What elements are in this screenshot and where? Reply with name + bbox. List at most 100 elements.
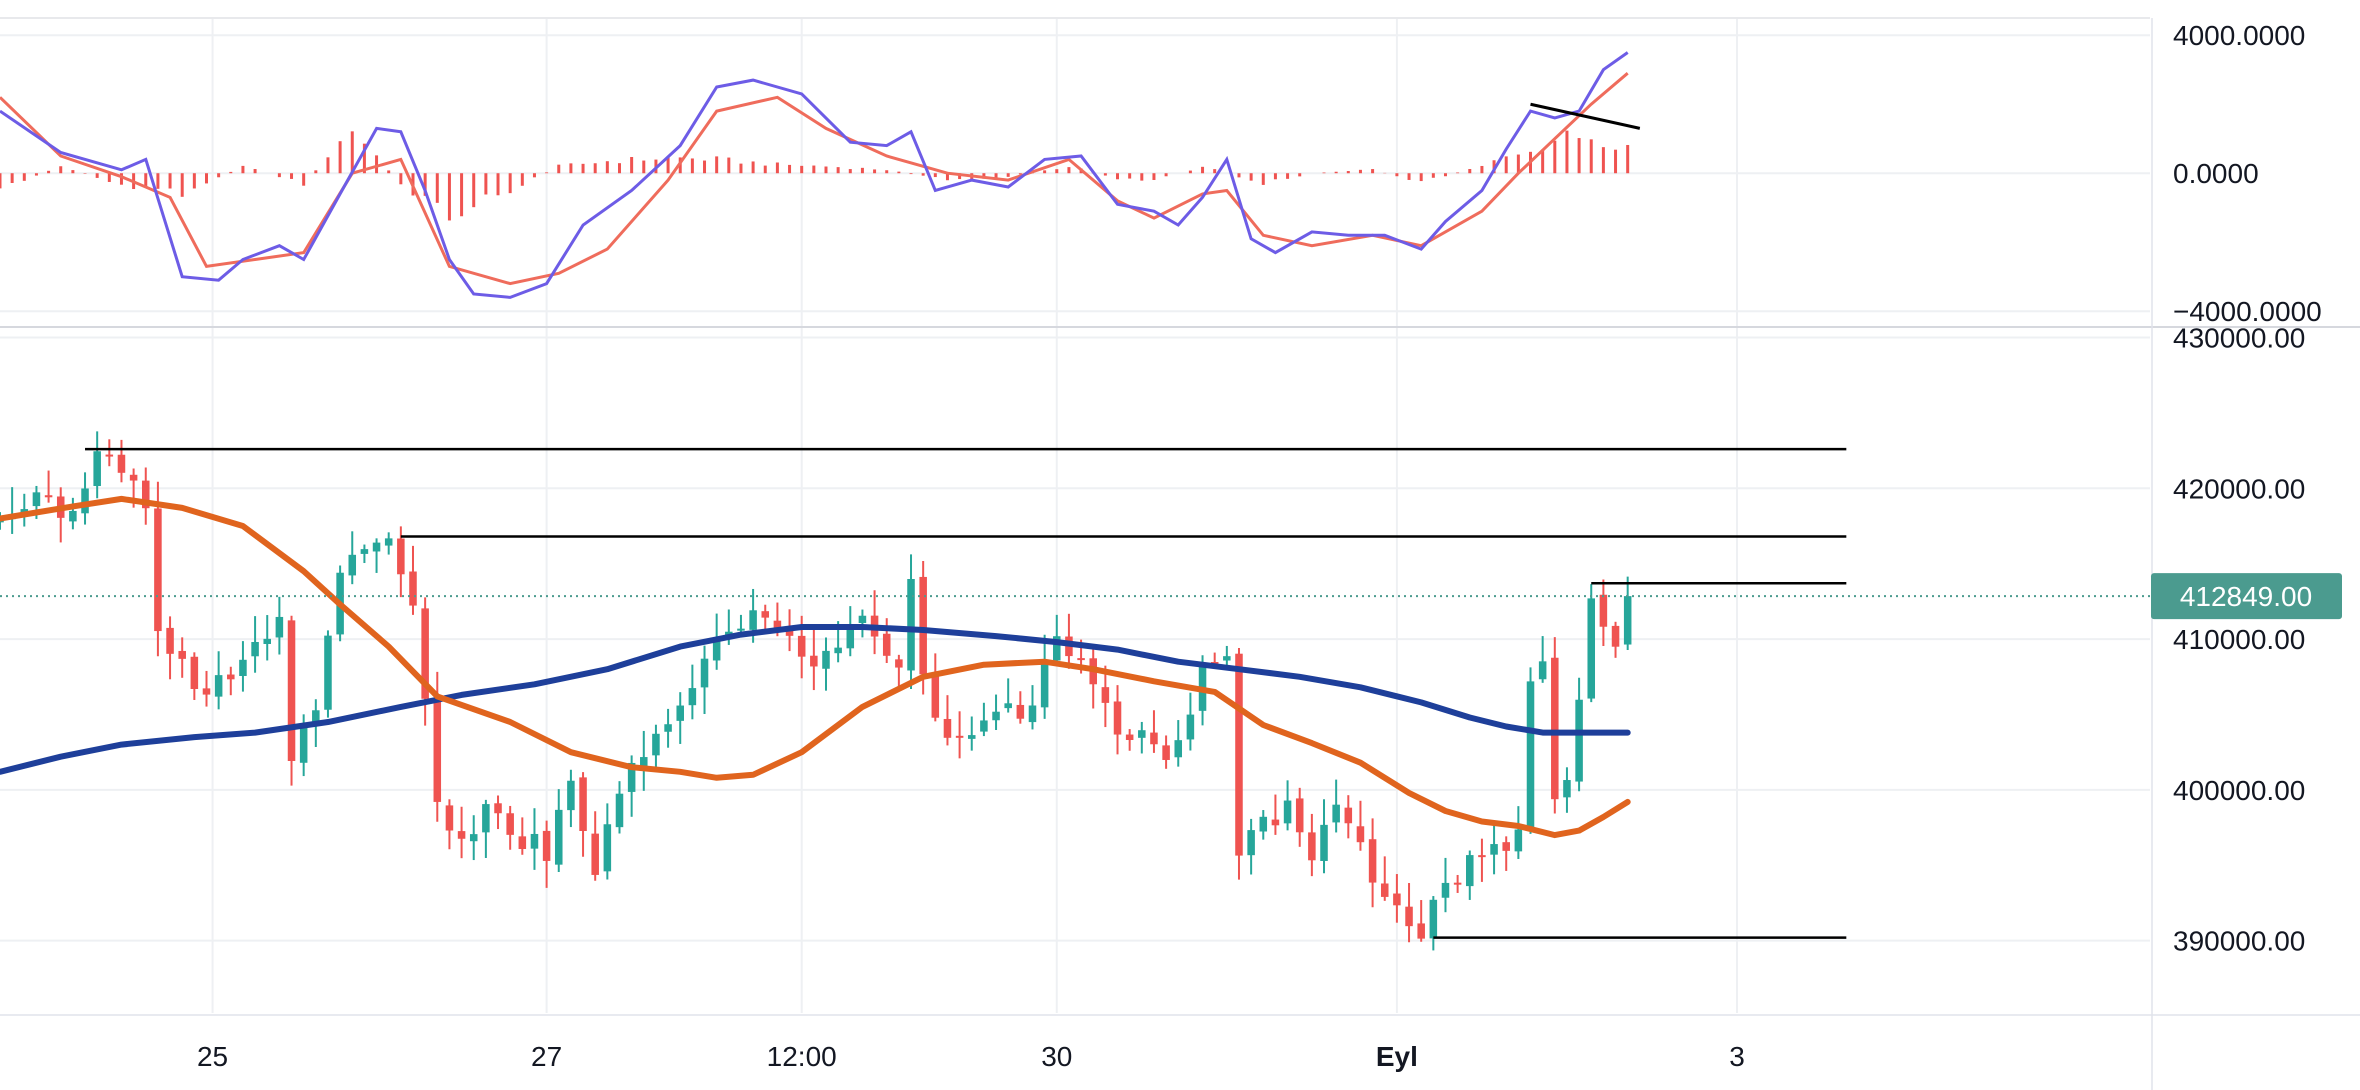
candle-body: [227, 674, 235, 680]
time-tick-label: 3: [1729, 1041, 1745, 1072]
candle-body: [542, 830, 551, 861]
macd-trendline[interactable]: [1530, 102, 1641, 130]
candle-body: [1405, 906, 1413, 927]
candle-body: [1016, 704, 1025, 719]
candle-body: [129, 474, 138, 481]
candle-body: [858, 615, 867, 624]
candle-body: [895, 659, 903, 668]
candle-body: [32, 492, 41, 507]
candle-body: [397, 538, 405, 575]
candle-body: [1320, 824, 1328, 861]
candle-body: [312, 710, 320, 726]
candle-body: [275, 616, 284, 638]
candle-body: [93, 451, 101, 487]
candle-body: [44, 495, 53, 498]
candle-body: [1235, 653, 1243, 856]
price-pane[interactable]: [0, 431, 2150, 951]
candle-body: [1247, 830, 1255, 856]
candle-body: [773, 620, 782, 630]
candle-body: [688, 688, 697, 706]
candle-body: [251, 641, 259, 657]
ma-slow-line: [0, 624, 1631, 775]
candle-body: [384, 538, 393, 546]
candle-body: [141, 480, 150, 509]
candle-body: [1575, 699, 1583, 782]
candle-body: [919, 576, 927, 675]
time-tick-label: 27: [531, 1041, 562, 1072]
candle-body: [239, 659, 247, 676]
candle-body: [117, 454, 126, 473]
candle-body: [676, 705, 684, 721]
macd-tick-label: 0.0000: [2173, 158, 2259, 189]
candle-body: [907, 578, 915, 671]
candle-body: [700, 658, 709, 688]
candle-body: [1599, 594, 1608, 627]
macd-histogram: [0, 130, 1630, 221]
candle-body: [664, 724, 672, 732]
candle-body: [1259, 816, 1268, 832]
candle-body: [421, 608, 429, 699]
candle-body: [797, 635, 806, 657]
macd-price-scale[interactable]: 4000.0000 0.0000 −4000.0000: [2173, 20, 2322, 327]
candle-body: [360, 549, 369, 554]
price-scale[interactable]: 430000.00 420000.00 410000.00 400000.00 3900…: [2173, 323, 2305, 957]
candle-body: [1623, 596, 1632, 645]
candle-body: [81, 488, 89, 514]
candle-body: [518, 836, 527, 849]
candle-body: [591, 833, 599, 875]
candle-body: [712, 639, 721, 661]
candle-body: [469, 834, 478, 842]
candle-body: [1526, 681, 1535, 828]
time-tick-label: Eyl: [1376, 1041, 1418, 1072]
horizontal-levels[interactable]: [85, 447, 1847, 939]
candle-body: [1466, 855, 1474, 887]
candle-body: [1186, 714, 1195, 740]
price-tick-label: 400000.00: [2173, 775, 2305, 806]
last-price-tag: 412849.00: [2151, 573, 2342, 620]
candle-body: [1210, 662, 1219, 665]
candle-body: [1356, 826, 1365, 843]
candle-body: [457, 831, 466, 839]
candle-body: [992, 711, 1000, 721]
candle-body: [1344, 807, 1353, 824]
time-tick-label: 12:00: [767, 1041, 837, 1072]
time-tick-label: 25: [197, 1041, 228, 1072]
candle-body: [190, 656, 199, 689]
candle-body: [1332, 804, 1340, 823]
macd-line: [0, 51, 1629, 299]
candle-body: [615, 793, 624, 828]
candle-body: [1453, 882, 1462, 885]
ma-fast-line: [0, 495, 1631, 839]
candle-body: [1113, 701, 1122, 735]
macd-pane[interactable]: [0, 51, 1641, 299]
candle-body: [287, 620, 296, 762]
candle-body: [1174, 740, 1183, 758]
price-tick-label: 430000.00: [2173, 323, 2305, 354]
candle-body: [433, 698, 442, 802]
candle-body: [1150, 732, 1158, 745]
candle-body: [263, 638, 271, 644]
candle-body: [1295, 798, 1304, 833]
candle-body: [737, 628, 745, 631]
candle-body: [749, 610, 757, 630]
candle-body: [967, 735, 976, 739]
candle-body: [943, 718, 952, 738]
candle-body: [1429, 899, 1438, 939]
last-price-badge: [2151, 573, 2342, 620]
macd-tick-label: −4000.0000: [2173, 296, 2322, 327]
candle-body: [980, 720, 988, 732]
candle-body: [482, 804, 490, 833]
candle-body: [1611, 625, 1620, 647]
last-price-label: 412849.00: [2180, 581, 2312, 612]
candle-body: [1490, 844, 1498, 855]
candle-body: [69, 510, 77, 522]
candle-body: [810, 655, 818, 667]
candle-body: [178, 650, 186, 659]
candle-body: [554, 809, 563, 865]
candle-body: [1441, 882, 1450, 898]
candle-body: [105, 454, 114, 457]
time-axis[interactable]: 25 27 12:00 30 Eyl 3: [197, 1041, 1745, 1072]
price-tick-label: 410000.00: [2173, 624, 2305, 655]
macd-tick-label: 4000.0000: [2173, 20, 2305, 51]
